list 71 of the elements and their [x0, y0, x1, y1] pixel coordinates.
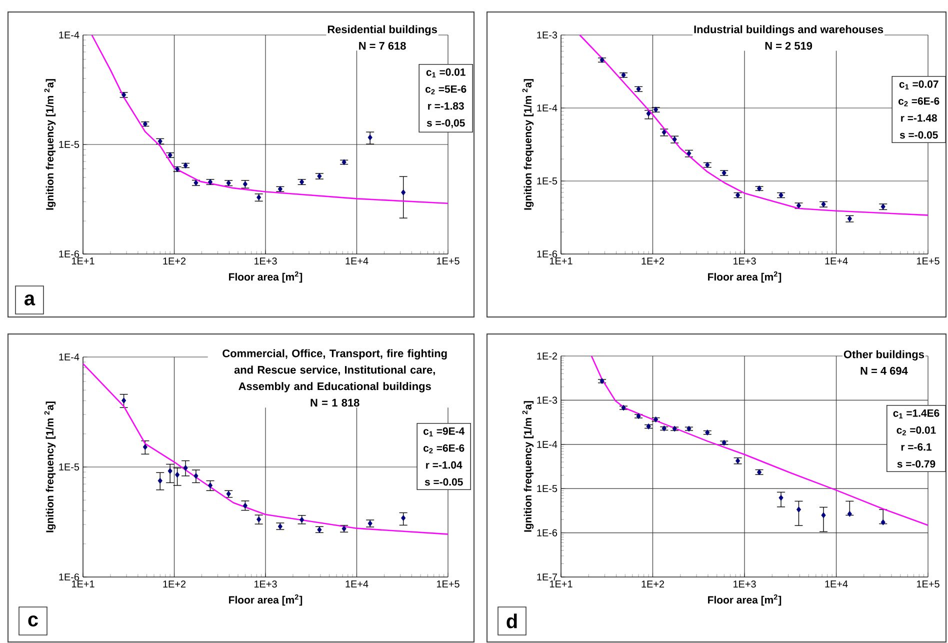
x-tick-label: 1E+5	[437, 580, 460, 588]
x-tick-label: 1E+3	[734, 258, 756, 265]
y-tick-label: 1E-3	[537, 396, 558, 404]
x-tick-label: 1E+3	[254, 580, 277, 588]
y-tick-label: 1E-5	[59, 464, 80, 470]
annotation: c$_{2}$ =6E-6	[424, 444, 464, 454]
chart-subtitle: N = 2 519	[765, 42, 812, 50]
annotation: r =-6.1	[901, 443, 932, 451]
annotation: c$_{1}$ =9E-4	[424, 427, 465, 436]
x-tick-label: 1E+3	[254, 258, 277, 265]
y-tick-label: 1E-5	[59, 141, 80, 148]
x-axis-title: Floor area [m$^{2}$]	[708, 271, 782, 283]
y-axis-title: Ignition frequency [1/m $^{2}$a]	[522, 79, 534, 210]
y-tick-label: 1E-6	[59, 573, 80, 581]
annotation: s =-0.05	[900, 131, 938, 139]
annotation: r =-1.48	[901, 114, 937, 122]
x-tick-label: 1E+5	[917, 580, 940, 588]
x-tick-label: 1E+5	[917, 258, 940, 264]
y-tick-label: 1E-4	[59, 32, 80, 38]
x-axis-title: Floor area [m$^{2}$]	[708, 594, 782, 606]
x-tick-label: 1E+4	[346, 580, 368, 588]
x-tick-label: 1E+1	[550, 258, 572, 264]
annotation: s =-0,05	[426, 119, 465, 128]
x-tick-label: 1E+2	[163, 258, 186, 264]
y-tick-label: 1E-6	[537, 529, 558, 536]
text: N = 4 694	[860, 366, 908, 375]
x-tick-label: 1E+5	[437, 258, 460, 264]
x-tick-label: 1E+2	[163, 580, 186, 588]
x-tick-label: 1E+4	[346, 258, 368, 264]
y-tick-label: 1E-4	[59, 354, 80, 360]
y-axis-title: Ignition frequency [1/m $^{2}$a]	[44, 79, 56, 210]
y-tick-label: 1E-4	[537, 440, 558, 448]
annotation: r =-1.04	[426, 461, 462, 469]
annotation: c$_{2}$ =0.01	[896, 426, 936, 436]
x-tick-label: 1E+3	[734, 580, 756, 588]
chart-subtitle: N = 7 618	[359, 42, 406, 50]
chart-title: Residential buildings	[328, 25, 437, 36]
annotation: r =-1.83	[428, 102, 464, 110]
text: c	[28, 616, 38, 626]
chart-title: Industrial buildings and warehouses	[694, 25, 884, 36]
text: N = 1 818	[310, 398, 360, 407]
y-tick-label: 1E-3	[537, 31, 558, 39]
y-axis-title: Ignition frequency [1/m $^{2}$a]	[44, 402, 56, 532]
x-axis-title: Floor area [m$^{2}$]	[229, 271, 302, 283]
text: d	[506, 614, 517, 628]
annotation: c$_{1}$ =1.4E6	[893, 409, 940, 418]
x-tick-label: 1E+1	[550, 580, 572, 588]
x-tick-label: 1E+1	[72, 258, 94, 264]
x-tick-label: 1E+2	[642, 258, 664, 264]
annotation: c$_{1}$ =0.01	[426, 68, 466, 78]
annotation: c$_{2}$ =5E-6	[426, 85, 466, 94]
y-axis-title: Ignition frequency [1/m $^{2}$a]	[522, 401, 534, 532]
y-tick-label: 1E-5	[537, 485, 558, 492]
y-tick-label: 1E-5	[537, 178, 558, 184]
text: a	[24, 294, 36, 306]
x-tick-label: 1E+2	[642, 580, 664, 588]
y-tick-label: 1E-2	[537, 352, 557, 360]
annotation: c$_{2}$ =6E-6	[898, 97, 940, 106]
annotation: s =-0.05	[424, 478, 463, 486]
y-tick-label: 1E-4	[537, 104, 558, 112]
annotation: s =-0.79	[897, 460, 936, 468]
chart-title: Other buildings	[844, 350, 924, 360]
x-tick-label: 1E+1	[72, 580, 94, 588]
y-tick-label: 1E-6	[537, 250, 558, 258]
y-tick-label: 1E-7	[537, 574, 557, 580]
annotation: c$_{1}$ =0.07	[899, 80, 938, 90]
x-tick-label: 1E+4	[825, 258, 848, 264]
x-axis-title: Floor area [m$^{2}$]	[229, 594, 302, 606]
text: Commercial, Office, Transport, fire fighting and Rescue service, Institutional care, Assembly and Educational buildings	[222, 349, 447, 392]
x-tick-label: 1E+4	[825, 580, 848, 588]
y-tick-label: 1E-6	[59, 250, 80, 258]
